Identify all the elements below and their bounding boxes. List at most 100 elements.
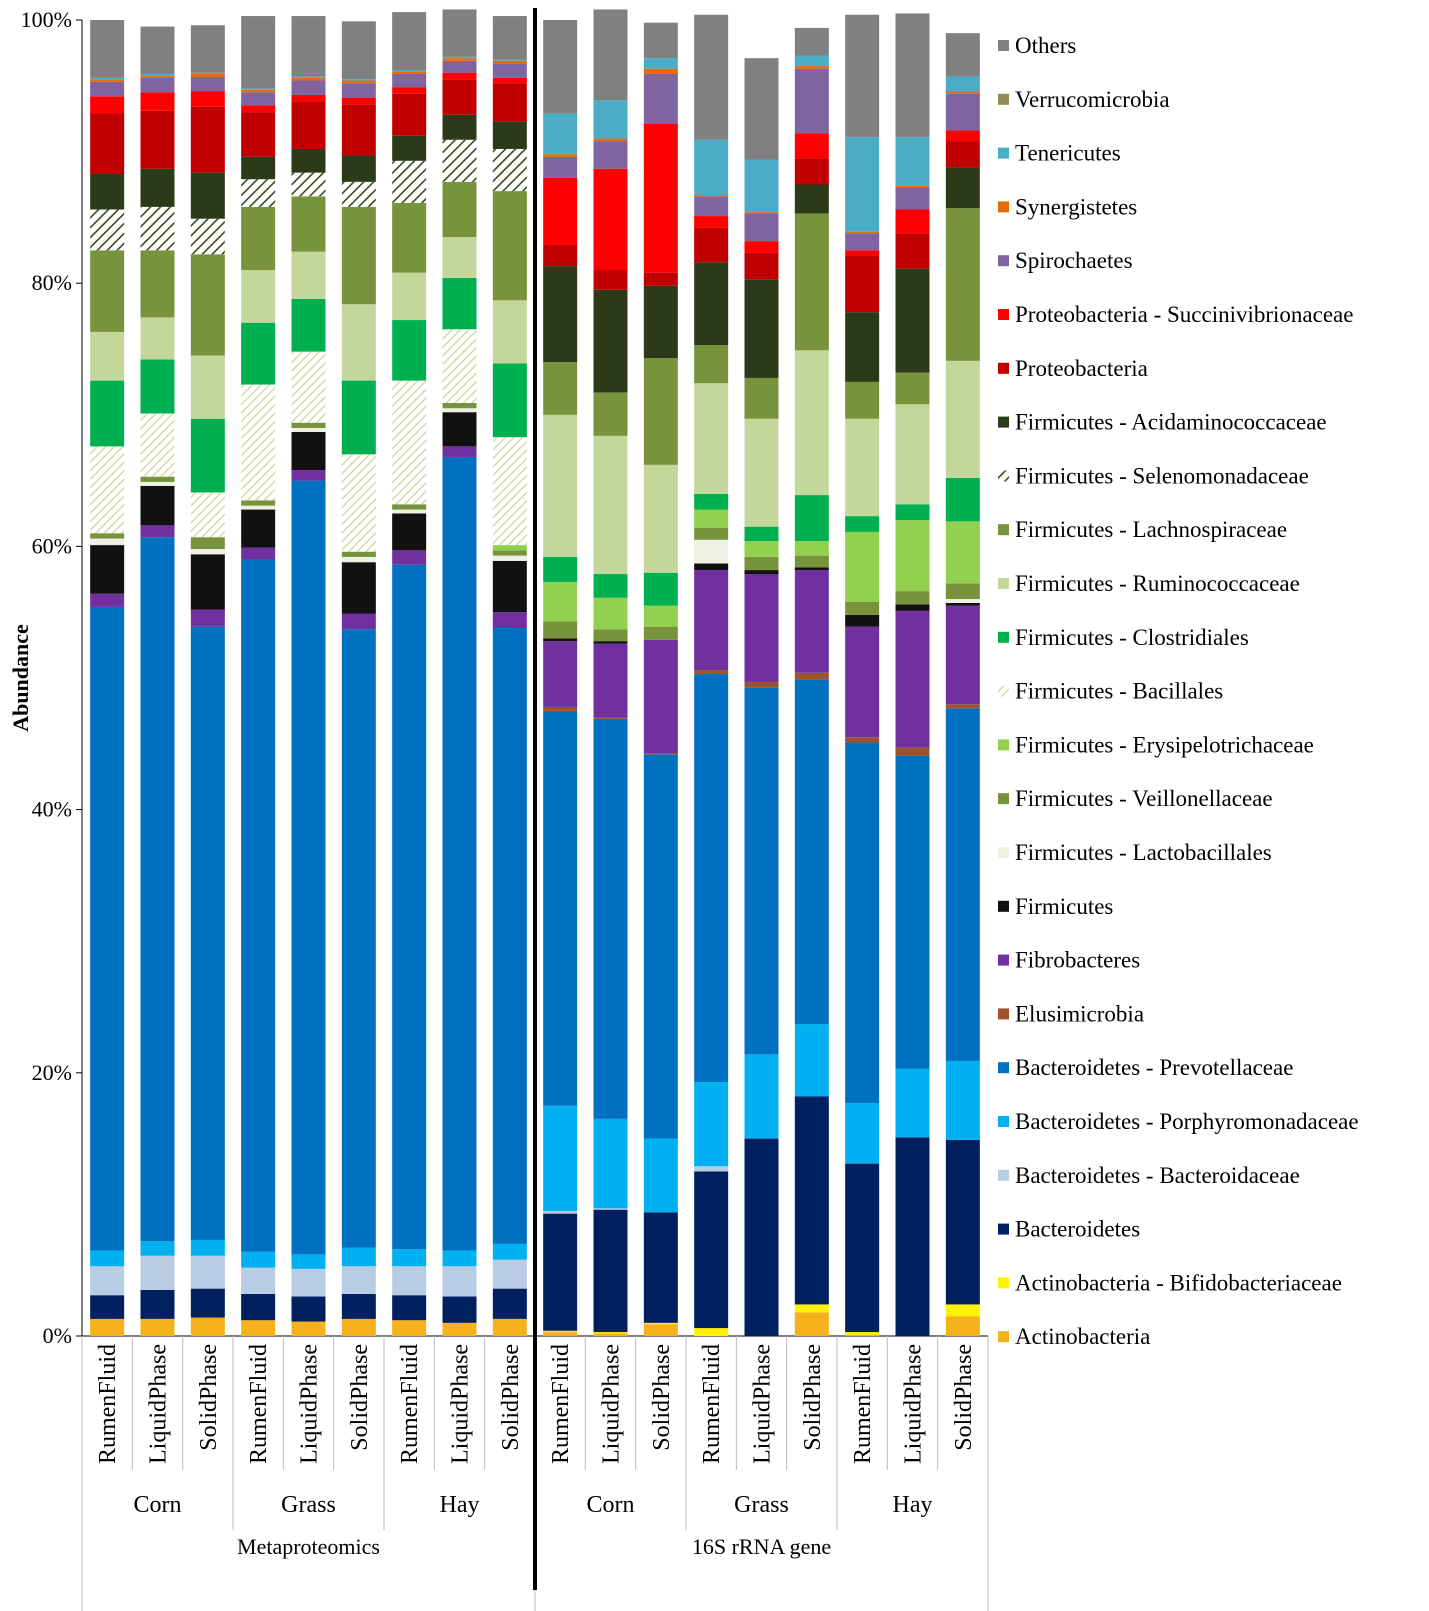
bar-segment-18 <box>341 104 376 156</box>
bar-segment-13 <box>694 493 729 510</box>
bar-segment-19 <box>190 91 225 107</box>
bar-segment-2 <box>643 1212 678 1323</box>
bar-segment-21 <box>190 73 225 77</box>
bar-segment-14 <box>90 331 125 381</box>
legend-label: Verrucomicrobia <box>1015 87 1170 112</box>
legend-label: Spirochaetes <box>1015 248 1133 273</box>
legend-swatch <box>998 847 1009 858</box>
legend-label: Firmicutes - Veillonellaceae <box>1015 786 1273 811</box>
bar-segment-15 <box>291 196 326 252</box>
bar-segment-20 <box>845 233 880 251</box>
bar-segment-18 <box>593 270 628 290</box>
bar-segment-11 <box>845 531 880 602</box>
bar-segment-14 <box>543 414 578 557</box>
bar-segment-13 <box>442 277 477 330</box>
bar-segment-11 <box>694 509 729 528</box>
bar-segment-17 <box>895 268 930 373</box>
legend-swatch <box>998 900 1009 912</box>
bar-segment-17 <box>543 266 578 363</box>
bar-segment-8 <box>593 641 628 644</box>
bar-segment-19 <box>241 105 276 113</box>
bar-segment-5 <box>694 674 729 1083</box>
bar-segment-5 <box>241 559 276 1252</box>
bar-segment-7 <box>291 470 326 481</box>
legend-swatch <box>998 416 1009 428</box>
y-tick-label: 0% <box>43 1323 72 1348</box>
bar-segment-0 <box>140 1318 175 1336</box>
bar-segment-18 <box>845 255 880 313</box>
bar-segment-7 <box>643 639 678 754</box>
bar-segment-12 <box>90 446 125 534</box>
diet-group-label: Hay <box>893 1492 933 1518</box>
bar-segment-13 <box>291 298 326 352</box>
x-category-label: SolidPhase <box>800 1344 826 1451</box>
legend-label: Firmicutes - Acidaminococcaceae <box>1015 410 1327 435</box>
legend-label: Proteobacteria - Succinivibrionaceae <box>1015 302 1353 327</box>
bar-segment-13 <box>140 359 175 414</box>
bar-segment-22 <box>694 139 729 196</box>
bar-segment-6 <box>794 672 829 680</box>
bar-segment-0 <box>845 1334 880 1336</box>
bar-segment-20 <box>694 196 729 217</box>
bar-segment-0 <box>643 1324 678 1336</box>
bar-segment-14 <box>794 350 829 496</box>
bar-segment-2 <box>90 1295 125 1319</box>
bar-segment-19 <box>643 123 678 273</box>
diet-group-label: Hay <box>440 1492 480 1518</box>
bar-segment-10 <box>291 422 326 428</box>
legend-label: Synergistetes <box>1015 194 1137 219</box>
bar-segment-22 <box>442 56 477 59</box>
bar-segment-4 <box>492 1243 527 1260</box>
bar-segment-20 <box>643 73 678 124</box>
bar-segment-0 <box>291 1321 326 1336</box>
bar-segment-14 <box>744 418 779 527</box>
bar-segment-24 <box>291 16 326 77</box>
bar-segment-2 <box>694 1171 729 1329</box>
bar-segment-24 <box>794 27 829 56</box>
bar-segment-0 <box>593 1333 628 1336</box>
bar-segment-18 <box>794 158 829 185</box>
legend-label: Firmicutes - Ruminococcaceae <box>1015 571 1300 596</box>
y-tick-label: 40% <box>32 797 72 822</box>
bar-segment-11 <box>643 605 678 627</box>
bar-segment-19 <box>845 250 880 256</box>
bar-segment-10 <box>190 537 225 550</box>
diet-group-label: Corn <box>134 1492 182 1518</box>
bar-segment-17 <box>492 121 527 149</box>
bar-segment-22 <box>543 113 578 155</box>
bar-segment-8 <box>90 545 125 594</box>
bar-segment-19 <box>442 72 477 80</box>
x-category-label: SolidPhase <box>196 1344 222 1451</box>
y-tick-label: 60% <box>32 533 72 558</box>
bar-segment-24 <box>140 26 175 74</box>
bar-segment-16 <box>241 179 276 207</box>
bar-segment-13 <box>845 516 880 532</box>
bar-segment-15 <box>492 191 527 301</box>
bar-segment-13 <box>190 418 225 493</box>
bar-segment-5 <box>442 456 477 1251</box>
bar-segment-5 <box>492 627 527 1244</box>
bar-segment-21 <box>593 138 628 142</box>
bar-segment-22 <box>241 88 276 90</box>
legend-swatch <box>998 578 1009 589</box>
bar-segment-22 <box>291 76 326 78</box>
bar-segment-7 <box>392 550 427 565</box>
bar-segment-22 <box>392 70 427 72</box>
bar-segment-15 <box>543 362 578 415</box>
bar-segment-24 <box>341 21 376 80</box>
bar-segment-20 <box>90 81 125 97</box>
method-group-label: Metaproteomics <box>237 1534 380 1559</box>
bar-segment-22 <box>341 79 376 81</box>
bar-segment-1 <box>694 1328 729 1336</box>
bar-segment-13 <box>543 556 578 582</box>
bar-segment-3 <box>140 1255 175 1290</box>
legend-swatch <box>998 739 1009 751</box>
bar-segment-4 <box>241 1251 276 1268</box>
bar-segment-12 <box>190 492 225 538</box>
bar-segment-21 <box>694 195 729 197</box>
bar-segment-14 <box>291 251 326 299</box>
bar-segment-14 <box>341 304 376 381</box>
bar-segment-11 <box>744 541 779 557</box>
bar-segment-15 <box>442 181 477 238</box>
bar-segment-16 <box>341 181 376 207</box>
